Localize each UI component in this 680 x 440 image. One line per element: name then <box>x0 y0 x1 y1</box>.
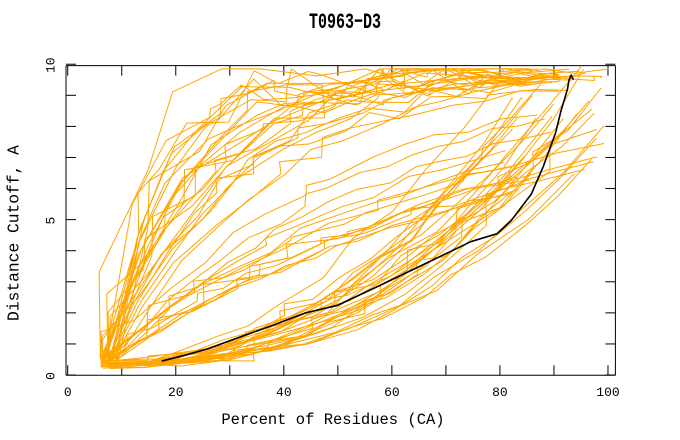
svg-text:0: 0 <box>64 385 72 400</box>
svg-text:60: 60 <box>384 385 400 400</box>
svg-text:100: 100 <box>596 385 619 400</box>
svg-text:20: 20 <box>168 385 184 400</box>
svg-text:80: 80 <box>492 385 508 400</box>
svg-text:5: 5 <box>43 217 58 225</box>
svg-text:40: 40 <box>276 385 292 400</box>
svg-text:10: 10 <box>43 57 58 73</box>
svg-text:0: 0 <box>43 372 58 380</box>
